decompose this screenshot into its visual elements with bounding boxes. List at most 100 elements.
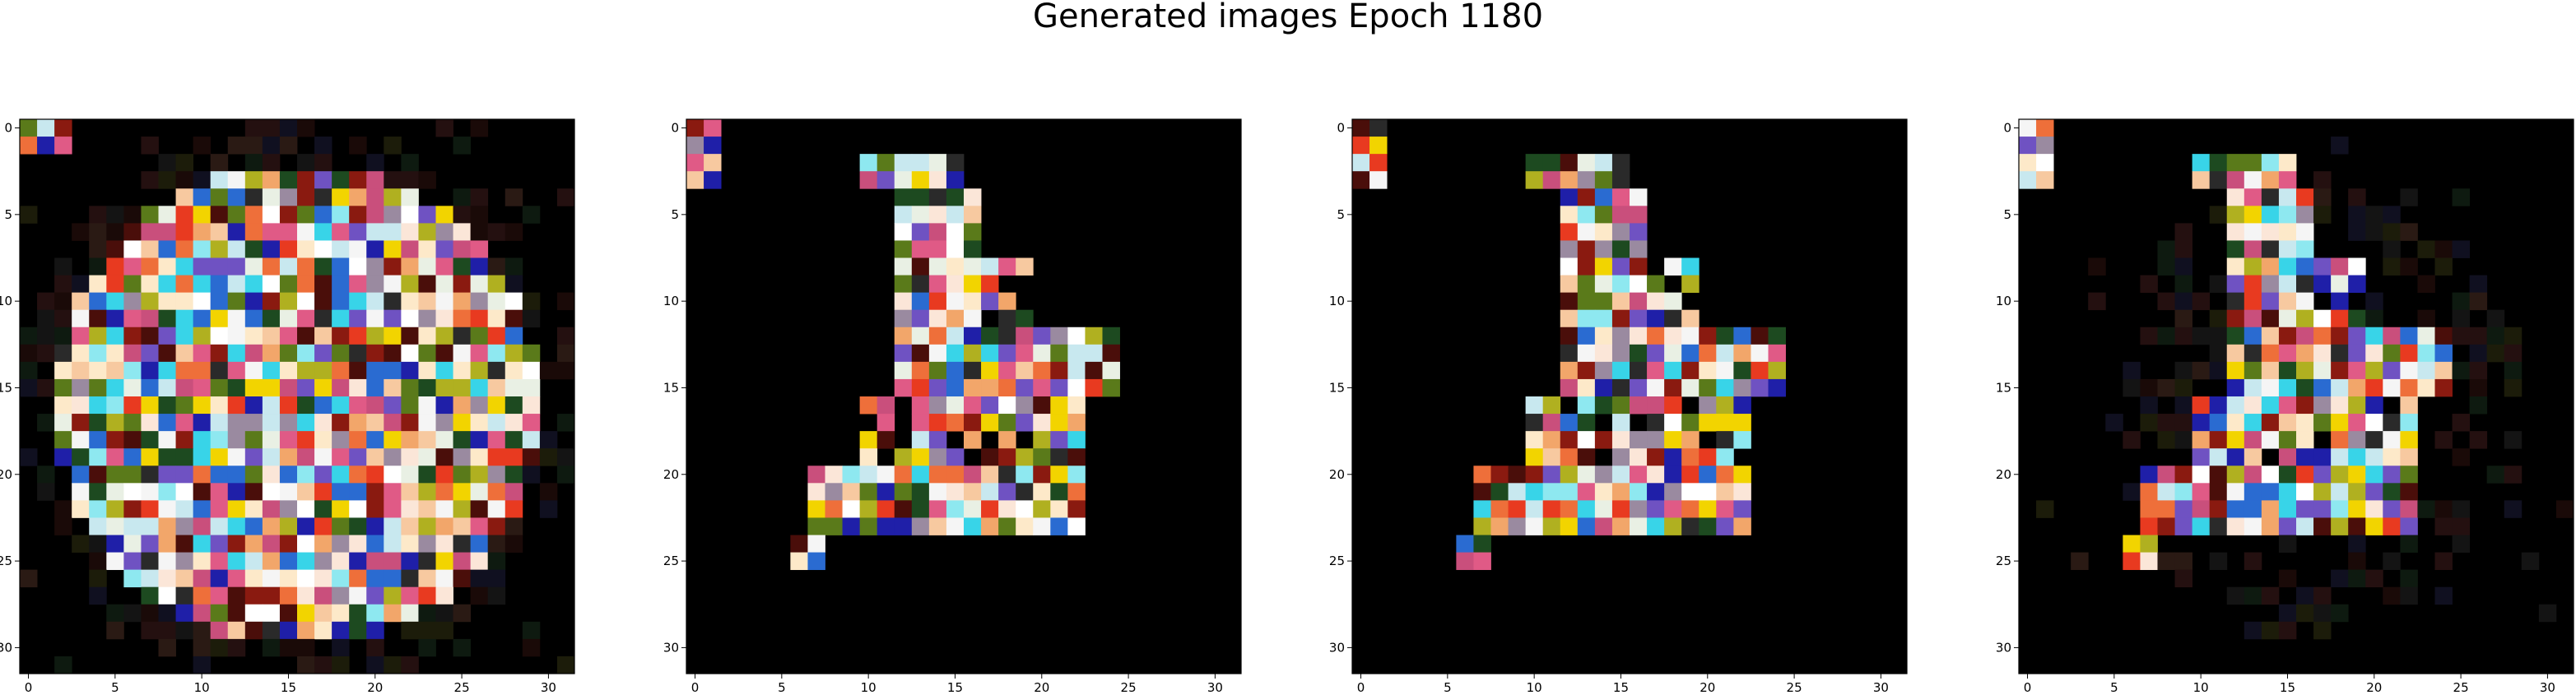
image-pixel [1050, 378, 1068, 397]
image-pixel [859, 500, 878, 518]
image-pixel [2174, 275, 2193, 294]
image-pixel [981, 257, 999, 276]
image-pixel [279, 448, 298, 466]
image-pixel [2088, 292, 2106, 311]
image-pixel [2348, 206, 2366, 224]
image-pixel [349, 292, 367, 311]
image-pixel [2174, 569, 2193, 588]
image-pixel [1102, 344, 1120, 363]
image-pixel [1664, 431, 1682, 449]
image-pixel [522, 621, 541, 640]
image-pixel [453, 206, 472, 224]
image-pixel [470, 414, 489, 432]
image-pixel [1560, 171, 1579, 189]
image-pixel [175, 361, 194, 380]
image-pixel [384, 569, 402, 588]
image-pixel [37, 137, 55, 155]
image-pixel [1033, 414, 1051, 432]
image-pixel [2140, 552, 2158, 571]
image-pixel [2348, 344, 2366, 363]
image-pixel [175, 257, 194, 276]
image-pixel [1050, 500, 1068, 518]
image-pixel [487, 309, 506, 328]
image-pixel [1611, 448, 1630, 466]
image-pixel [928, 448, 947, 466]
image-pixel [1542, 431, 1561, 449]
image-pixel [349, 275, 367, 294]
image-pixel [1525, 431, 1544, 449]
image-pixel [175, 448, 194, 466]
image-pixel [2192, 154, 2211, 172]
image-pixel [2261, 466, 2280, 484]
image-pixel [175, 466, 194, 484]
image-pixel [401, 292, 419, 311]
image-pixel [911, 431, 930, 449]
image-pixel [2383, 344, 2401, 363]
image-pixel [193, 604, 212, 623]
image-pixel [876, 414, 895, 432]
image-pixel [1716, 396, 1734, 415]
image-pixel [453, 604, 472, 623]
image-pixel [106, 257, 124, 276]
image-pixel [332, 656, 350, 674]
image-pixel [227, 292, 246, 311]
image-pixel [1630, 275, 1648, 294]
image-pixel [505, 517, 523, 535]
image-pixel [2383, 431, 2401, 449]
image-pixel [1050, 361, 1068, 380]
image-pixel [175, 517, 194, 535]
image-pixel [1016, 378, 1034, 397]
image-pixel [1033, 361, 1051, 380]
image-pixel [123, 517, 142, 535]
image-pixel [2331, 344, 2349, 363]
image-pixel [981, 483, 999, 501]
image-pixel [1560, 275, 1579, 294]
image-pixel [2383, 517, 2401, 535]
image-pixel [418, 171, 436, 189]
image-pixel [2174, 414, 2193, 432]
image-pixel [894, 188, 913, 206]
image-pixel [314, 569, 332, 588]
image-pixel [279, 500, 298, 518]
image-pixel [227, 500, 246, 518]
image-pixel [349, 361, 367, 380]
image-pixel [401, 275, 419, 294]
image-pixel [842, 466, 861, 484]
image-pixel [418, 396, 436, 415]
image-pixel [2452, 309, 2471, 328]
image-pixel [297, 344, 315, 363]
image-pixel [1577, 188, 1596, 206]
image-pixel [384, 396, 402, 415]
image-pixel [2417, 309, 2435, 328]
image-pixel [1016, 414, 1034, 432]
image-pixel [1630, 344, 1648, 363]
image-pixel [106, 466, 124, 484]
image-pixels [686, 119, 1120, 571]
image-pixel [332, 361, 350, 380]
image-pixel [349, 137, 367, 155]
image-pixel [279, 552, 298, 571]
image-pixel [244, 206, 263, 224]
image-pixel [1050, 396, 1068, 415]
image-pixel [2434, 586, 2453, 605]
image-pixel [1647, 483, 1665, 501]
image-pixel [946, 257, 965, 276]
image-pixel [279, 586, 298, 605]
image-pixel [876, 517, 895, 535]
image-pixel [435, 448, 453, 466]
image-pixel [314, 448, 332, 466]
image-pixel [141, 327, 159, 345]
image-pixel [1577, 517, 1596, 535]
image-pixel [522, 361, 541, 380]
image-pixel [2296, 327, 2314, 345]
image-pixel [1751, 327, 1769, 345]
image-pixel [332, 292, 350, 311]
image-pixel [297, 569, 315, 588]
image-pixel [2226, 586, 2245, 605]
image-pixel [2244, 431, 2262, 449]
image-pixel [1594, 188, 1613, 206]
image-pixel [1594, 154, 1613, 172]
image-pixel [1611, 483, 1630, 501]
image-pixel [1647, 292, 1665, 311]
image-pixel [262, 535, 281, 553]
